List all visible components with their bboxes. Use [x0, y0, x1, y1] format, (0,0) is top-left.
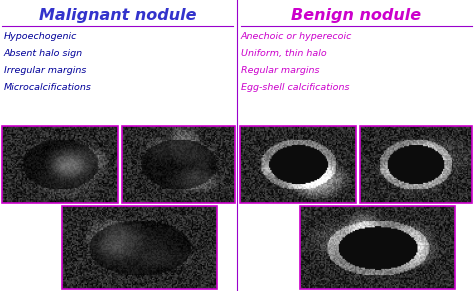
Text: Anechoic or hyperecoic: Anechoic or hyperecoic	[241, 32, 352, 41]
Text: Benign nodule: Benign nodule	[291, 8, 421, 23]
Text: Uniform, thin halo: Uniform, thin halo	[241, 49, 327, 58]
Text: Irregular margins: Irregular margins	[4, 66, 86, 75]
Bar	[240, 126, 356, 203]
Bar	[62, 206, 217, 289]
Bar	[300, 206, 455, 289]
Text: Absent halo sign: Absent halo sign	[4, 49, 83, 58]
Text: Microcalcifications: Microcalcifications	[4, 83, 92, 92]
Bar	[2, 126, 118, 203]
Text: Malignant nodule: Malignant nodule	[39, 8, 197, 23]
Text: Hypoechogenic: Hypoechogenic	[4, 32, 77, 41]
Text: Egg-shell calcifications: Egg-shell calcifications	[241, 83, 349, 92]
Bar	[360, 126, 472, 203]
Text: Regular margins: Regular margins	[241, 66, 319, 75]
Bar	[122, 126, 235, 203]
